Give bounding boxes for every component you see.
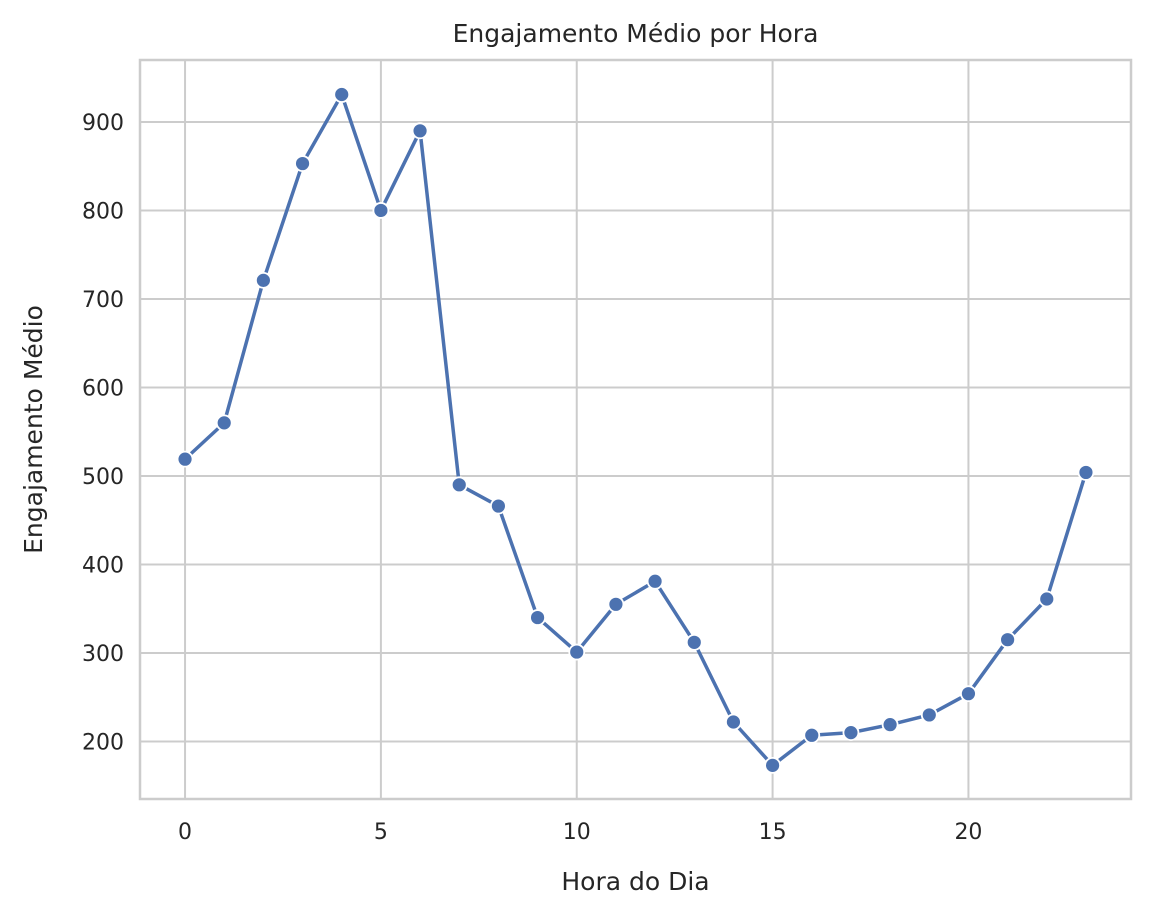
data-point bbox=[294, 155, 311, 172]
data-point bbox=[881, 716, 899, 734]
chart-title: Engajamento Médio por Hora bbox=[453, 19, 819, 48]
data-point bbox=[999, 631, 1017, 649]
data-point bbox=[490, 497, 507, 515]
data-point bbox=[920, 706, 938, 724]
y-tick-label: 200 bbox=[82, 730, 124, 755]
data-point bbox=[764, 756, 781, 774]
series-line bbox=[183, 92, 1088, 768]
tick-labels: 0 5 10 15 20 200 300 400 500 600 700 800 900 bbox=[82, 111, 982, 845]
data-point bbox=[842, 724, 860, 742]
data-point bbox=[333, 86, 351, 103]
data-point bbox=[607, 595, 625, 613]
data-point bbox=[372, 202, 390, 219]
x-tick-label: 20 bbox=[954, 820, 982, 845]
x-tick-label: 0 bbox=[178, 820, 192, 845]
data-point bbox=[568, 643, 586, 661]
data-point bbox=[254, 271, 272, 289]
y-tick-label: 700 bbox=[82, 288, 124, 313]
y-tick-label: 900 bbox=[82, 111, 124, 136]
plot-frame bbox=[138, 58, 1133, 801]
data-point bbox=[411, 122, 429, 140]
y-axis-title: Engajamento Médio bbox=[19, 305, 48, 554]
plot-border bbox=[138, 58, 1133, 801]
data-point bbox=[685, 633, 703, 651]
y-tick-label: 500 bbox=[82, 465, 124, 490]
data-point bbox=[450, 476, 468, 494]
y-tick-label: 300 bbox=[82, 642, 124, 667]
y-tick-label: 800 bbox=[82, 199, 124, 224]
data-point bbox=[529, 609, 546, 626]
data-point bbox=[960, 685, 977, 703]
y-tick-label: 400 bbox=[82, 553, 124, 578]
data-point bbox=[803, 726, 821, 744]
data-point bbox=[725, 713, 742, 731]
x-tick-label: 15 bbox=[759, 820, 787, 845]
y-tick-label: 600 bbox=[82, 376, 124, 401]
x-axis-title: Hora do Dia bbox=[561, 867, 709, 896]
data-point bbox=[1038, 590, 1056, 608]
data-point bbox=[1077, 464, 1095, 481]
data-point bbox=[176, 450, 194, 468]
data-point bbox=[646, 572, 664, 590]
series-layer bbox=[176, 86, 1095, 774]
grid bbox=[140, 60, 1131, 799]
data-point bbox=[215, 414, 233, 432]
x-tick-label: 5 bbox=[374, 820, 388, 845]
x-tick-label: 10 bbox=[563, 820, 591, 845]
